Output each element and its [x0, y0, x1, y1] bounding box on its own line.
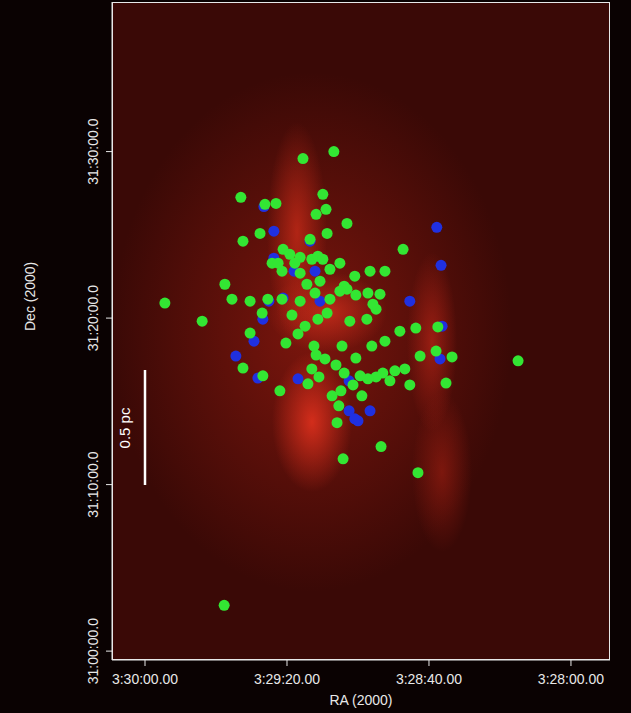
- svg-text:3:30:00.00: 3:30:00.00: [112, 671, 178, 687]
- svg-text:31:10:00.0: 31:10:00.0: [85, 451, 101, 517]
- svg-text:3:28:40.00: 3:28:40.00: [396, 671, 462, 687]
- svg-text:31:00:00.0: 31:00:00.0: [85, 618, 101, 684]
- svg-text:3:29:20.00: 3:29:20.00: [254, 671, 320, 687]
- svg-text:3:28:00.00: 3:28:00.00: [538, 671, 604, 687]
- svg-text:RA (2000): RA (2000): [329, 692, 392, 708]
- svg-text:Dec (2000): Dec (2000): [22, 262, 38, 331]
- svg-text:0.5 pc: 0.5 pc: [116, 407, 133, 448]
- svg-text:31:20:00.0: 31:20:00.0: [85, 285, 101, 351]
- svg-text:31:30:00.0: 31:30:00.0: [85, 118, 101, 184]
